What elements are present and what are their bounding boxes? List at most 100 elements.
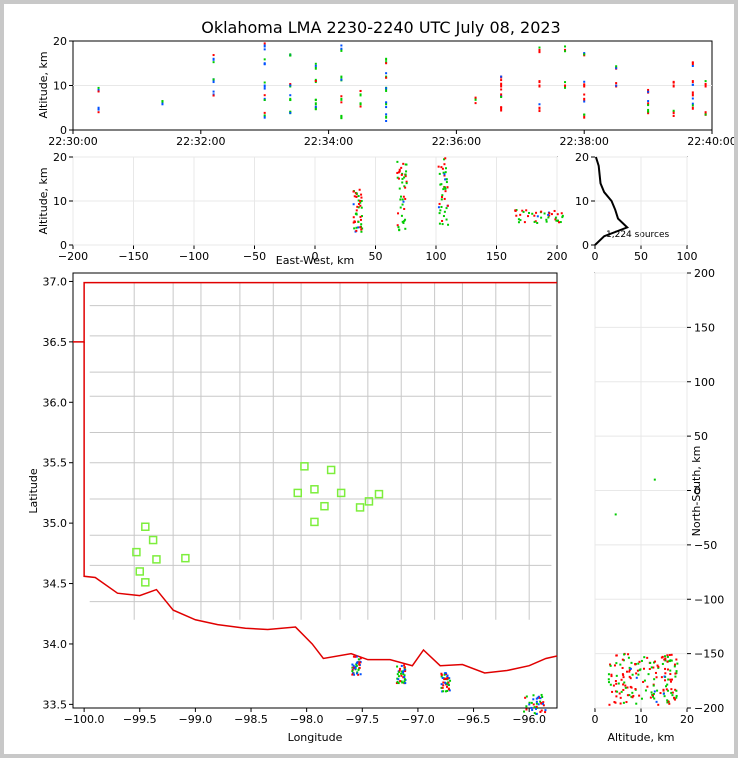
time-source-point xyxy=(385,87,388,90)
ns-source-point xyxy=(623,681,626,684)
east-west-axis-tick-label: 0 xyxy=(312,250,319,263)
time-source-point xyxy=(500,88,503,91)
time-axis-tick-label: 22:32:00 xyxy=(176,135,225,148)
plan-source-point xyxy=(401,681,404,684)
east-west-source-point xyxy=(545,218,548,221)
plan-source-point xyxy=(446,685,449,688)
figure-canvas: Oklahoma LMA 2230-2240 UTC July 08, 2023… xyxy=(4,4,734,754)
time-source-point xyxy=(583,52,586,55)
east-west-source-point xyxy=(443,173,446,176)
plan-source-point xyxy=(403,676,406,679)
east-west-axis-tick-label: −150 xyxy=(118,250,148,263)
east-west-axis-tick-label: 200 xyxy=(547,250,568,263)
east-west-source-point xyxy=(360,230,363,233)
lma-station-marker xyxy=(152,555,161,564)
east-west-source-point xyxy=(353,195,356,198)
time-source-point xyxy=(314,66,317,70)
ns-source-point xyxy=(674,675,677,678)
time-source-point xyxy=(212,61,215,64)
east-west-source-point xyxy=(441,223,444,226)
time-source-point xyxy=(212,57,215,61)
east-west-source-point xyxy=(440,198,443,201)
ns-source-point xyxy=(648,668,651,671)
plan-source-point xyxy=(354,655,357,658)
ns-source-point xyxy=(670,659,673,662)
plan-source-point xyxy=(440,673,443,676)
east-west-source-point xyxy=(437,206,440,209)
east-west-source-point xyxy=(438,172,441,175)
histogram-count-axis-tick-label: 50 xyxy=(634,250,648,263)
time-source-point xyxy=(263,62,266,65)
ns-source-point xyxy=(631,673,634,676)
east-west-source-point xyxy=(559,221,562,224)
ns-source-point xyxy=(675,694,678,697)
east-west-ylabel: Altitude, km xyxy=(37,167,50,234)
plan-source-point xyxy=(446,683,449,686)
ns-source-point xyxy=(620,690,623,693)
east-west-source-point xyxy=(525,209,528,212)
plan-source-point xyxy=(404,670,407,673)
time-source-point xyxy=(691,97,694,100)
ns-source-point xyxy=(628,675,631,678)
east-west-source-point xyxy=(405,180,408,183)
time-source-point xyxy=(500,93,503,97)
east-west-source-point xyxy=(444,178,447,181)
time-source-point xyxy=(474,102,477,105)
ns-source-point xyxy=(640,659,643,662)
plan-view-panel: Latitude Longitude −100.0 −99.5 −99.0 −98.5… xyxy=(27,272,558,744)
time-source-point xyxy=(672,84,675,88)
histogram-altitude-axis-tick-label: 20 xyxy=(575,151,589,164)
east-west-source-point xyxy=(443,158,446,161)
east-west-source-point xyxy=(400,166,403,169)
time-source-point xyxy=(583,80,586,83)
plan-source-point xyxy=(446,674,449,677)
east-west-source-point xyxy=(440,205,443,208)
time-source-point xyxy=(289,84,292,87)
ns-source-point xyxy=(665,688,668,691)
ns-source-point xyxy=(656,689,659,692)
time-source-point xyxy=(564,84,567,88)
east-west-source-point xyxy=(397,177,400,180)
ns-source-point xyxy=(664,685,667,688)
plan-source-point xyxy=(444,672,447,675)
east-west-source-point xyxy=(440,183,443,186)
ns-source-point xyxy=(618,692,621,695)
time-source-point xyxy=(583,84,586,88)
east-west-source-point xyxy=(359,218,362,221)
time-source-point xyxy=(583,100,586,103)
east-west-source-point xyxy=(443,163,446,166)
time-source-point xyxy=(538,48,541,52)
time-source-point xyxy=(583,83,586,86)
east-west-source-point xyxy=(356,205,359,208)
east-west-source-point xyxy=(401,203,404,206)
time-source-point xyxy=(500,106,503,110)
ns-source-point xyxy=(615,662,618,665)
longitude-tick-label: −99.0 xyxy=(179,713,213,726)
east-west-source-point xyxy=(359,215,362,218)
ns-source-point xyxy=(636,669,639,672)
east-west-source-point xyxy=(533,214,536,217)
ns-source-point xyxy=(649,661,652,664)
east-west-source-point xyxy=(533,220,536,223)
east-west-source-point xyxy=(560,212,563,215)
north-south-tick-label: −50 xyxy=(694,539,717,552)
plan-source-point xyxy=(399,680,402,683)
ns-source-point xyxy=(650,691,653,694)
ns-source-point xyxy=(622,688,625,691)
plan-source-point xyxy=(542,704,545,707)
plan-source-point xyxy=(446,682,449,685)
time-source-point xyxy=(691,83,694,86)
ns-source-point xyxy=(613,701,616,704)
time-source-point xyxy=(97,90,100,93)
time-source-point xyxy=(161,100,164,103)
north-south-tick-label: 200 xyxy=(694,267,715,280)
time-source-point xyxy=(263,58,266,61)
east-west-source-point xyxy=(554,216,557,219)
east-west-source-point xyxy=(444,157,447,160)
time-source-point xyxy=(340,47,343,50)
time-source-point xyxy=(691,104,694,107)
ns-source-point xyxy=(662,692,665,695)
time-source-point xyxy=(647,100,650,103)
east-west-source-point xyxy=(359,204,362,207)
plan-source-point xyxy=(532,694,535,697)
